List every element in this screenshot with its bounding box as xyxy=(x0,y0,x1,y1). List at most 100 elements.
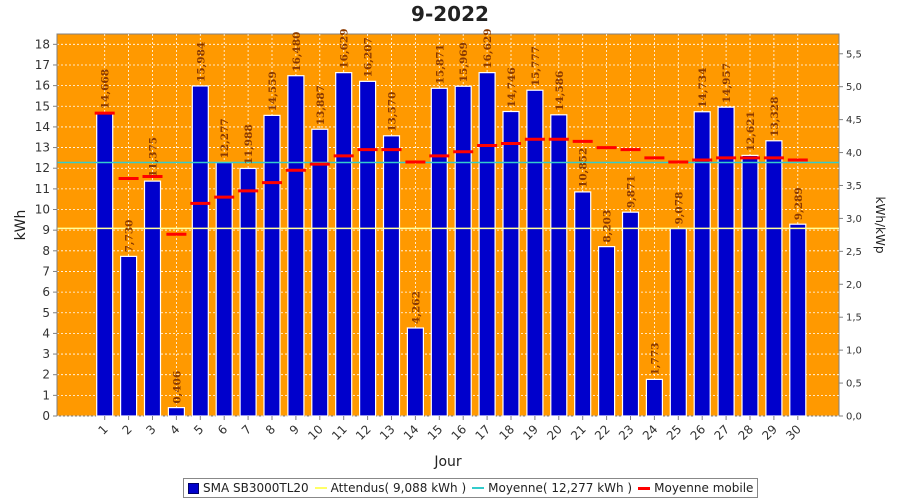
bar-value-label: 14,668 xyxy=(100,69,112,109)
y-tick-label: 5 xyxy=(42,306,50,320)
chart-legend: SMA SB3000TL20 Attendus( 9,088 kWh ) Moy… xyxy=(183,478,759,498)
bar xyxy=(143,180,162,417)
x-tick-label: 5 xyxy=(191,422,206,437)
x-tick-label: 4 xyxy=(167,422,182,437)
moving-average-series xyxy=(94,111,808,236)
bar-value-label: 11,988 xyxy=(243,124,255,164)
bar-value-label: 13,570 xyxy=(387,92,399,132)
bar-value-label: 9,871 xyxy=(626,175,638,208)
bar xyxy=(574,191,592,417)
legend-swatch-moving-icon xyxy=(638,486,651,490)
y-tick-label: 13 xyxy=(35,141,50,155)
bar-value-label: 9,078 xyxy=(673,192,685,225)
y-tick-label: 1 xyxy=(42,388,50,402)
legend-label-production: SMA SB3000TL20 xyxy=(203,481,309,495)
bar-value-label: 14,746 xyxy=(506,67,518,107)
bar-value-label: 15,777 xyxy=(530,46,542,86)
bar xyxy=(263,114,281,417)
legend-label-expected: Attendus( 9,088 kWh ) xyxy=(330,481,467,495)
y-tick-label: 4 xyxy=(42,326,50,340)
y-tick-label: 3 xyxy=(42,347,50,361)
x-tick-label: 15 xyxy=(425,422,446,443)
y2-tick-label: 5,5 xyxy=(846,49,862,60)
legend-item-moving-average: Moyenne mobile xyxy=(638,481,753,495)
x-tick-label: 12 xyxy=(353,422,374,443)
x-tick-label: 27 xyxy=(712,422,733,443)
y-tick-label: 0 xyxy=(42,409,50,423)
bar xyxy=(239,167,257,417)
y2-axis-title: kWh/kWp xyxy=(873,197,887,254)
y-tick-label: 9 xyxy=(42,223,50,237)
bar xyxy=(287,75,305,417)
y-axis-title: kWh xyxy=(13,210,29,241)
bar-value-label: 13,887 xyxy=(315,85,327,125)
y-tick-label: 16 xyxy=(35,79,50,93)
bar-value-label: 11,375 xyxy=(148,137,160,177)
bar-value-label: 1,773 xyxy=(649,342,661,375)
y2-tick-label: 0,0 xyxy=(846,412,862,423)
bar xyxy=(119,255,138,417)
bar-value-label: 13,328 xyxy=(769,97,781,137)
bar xyxy=(597,246,616,417)
y-tick-label: 18 xyxy=(35,37,50,51)
x-tick-label: 6 xyxy=(215,422,230,437)
bar-value-label: 9,289 xyxy=(793,187,805,220)
bar-value-label: 8,203 xyxy=(602,210,614,243)
bar xyxy=(167,407,185,417)
bar xyxy=(789,223,807,417)
bar xyxy=(311,128,329,417)
y-tick-label: 10 xyxy=(35,203,50,217)
legend-label-moving-average: Moyenne mobile xyxy=(654,481,754,495)
legend-item-production: SMA SB3000TL20 xyxy=(188,481,309,495)
bar-value-label: 14,559 xyxy=(267,71,279,111)
y-tick-label: 2 xyxy=(42,368,50,382)
legend-label-average: Moyenne( 12,277 kWh ) xyxy=(488,481,633,495)
x-tick-label: 11 xyxy=(329,422,350,443)
x-tick-label: 8 xyxy=(263,422,278,437)
bar xyxy=(765,140,783,417)
y2-tick-label: 4,0 xyxy=(846,148,862,159)
bar xyxy=(478,72,496,417)
bar-value-label: 16,480 xyxy=(291,32,303,72)
bar-value-label: 14,957 xyxy=(721,63,733,103)
x-tick-label: 3 xyxy=(143,422,158,437)
bar-value-label: 4,262 xyxy=(410,291,422,324)
y-tick-label: 12 xyxy=(35,161,50,175)
x-tick-label: 7 xyxy=(239,422,254,437)
x-tick-label: 13 xyxy=(377,422,398,443)
bar-value-label: 16,629 xyxy=(339,28,351,68)
legend-swatch-expected-icon xyxy=(314,487,327,489)
bar xyxy=(335,72,353,417)
bar-value-label: 10,852 xyxy=(578,148,590,188)
bar xyxy=(382,135,401,417)
bar xyxy=(359,80,377,417)
x-tick-label: 17 xyxy=(473,422,494,443)
bar xyxy=(741,154,759,417)
y-tick-label: 11 xyxy=(35,182,50,196)
bar xyxy=(717,106,735,417)
x-axis: 1 2 3 4 5 6 7 8 9 10 11 12 13 14 15 16 17 18 19 20 21 22 23 24 2… xyxy=(96,416,804,443)
bar-value-label: 0,406 xyxy=(171,371,183,404)
x-tick-label: 20 xyxy=(544,422,565,443)
y-tick-label: 6 xyxy=(42,285,50,299)
legend-item-average: Moyenne( 12,277 kWh ) xyxy=(472,481,632,495)
x-tick-label: 9 xyxy=(287,422,302,437)
y2-tick-label: 0,5 xyxy=(846,379,862,390)
x-tick-label: 22 xyxy=(592,422,613,443)
x-tick-label: 25 xyxy=(664,422,685,443)
x-tick-label: 26 xyxy=(688,422,709,443)
bar-value-label: 16,629 xyxy=(482,28,494,68)
bar xyxy=(550,114,568,417)
y2-tick-label: 3,5 xyxy=(846,181,862,192)
bar-value-label: 12,621 xyxy=(745,111,757,151)
y2-tick-label: 1,0 xyxy=(846,346,862,357)
bar xyxy=(693,111,711,417)
y2-tick-label: 2,0 xyxy=(846,280,862,291)
bar xyxy=(215,161,233,417)
x-tick-label: 2 xyxy=(119,422,134,437)
y2-axis: 0,0 0,5 1,0 1,5 2,0 2,5 3,0 3,5 4,0 4,5 5,0 5,5 xyxy=(839,49,862,423)
bar xyxy=(502,110,520,417)
bar-value-label: 7,730 xyxy=(124,219,136,252)
